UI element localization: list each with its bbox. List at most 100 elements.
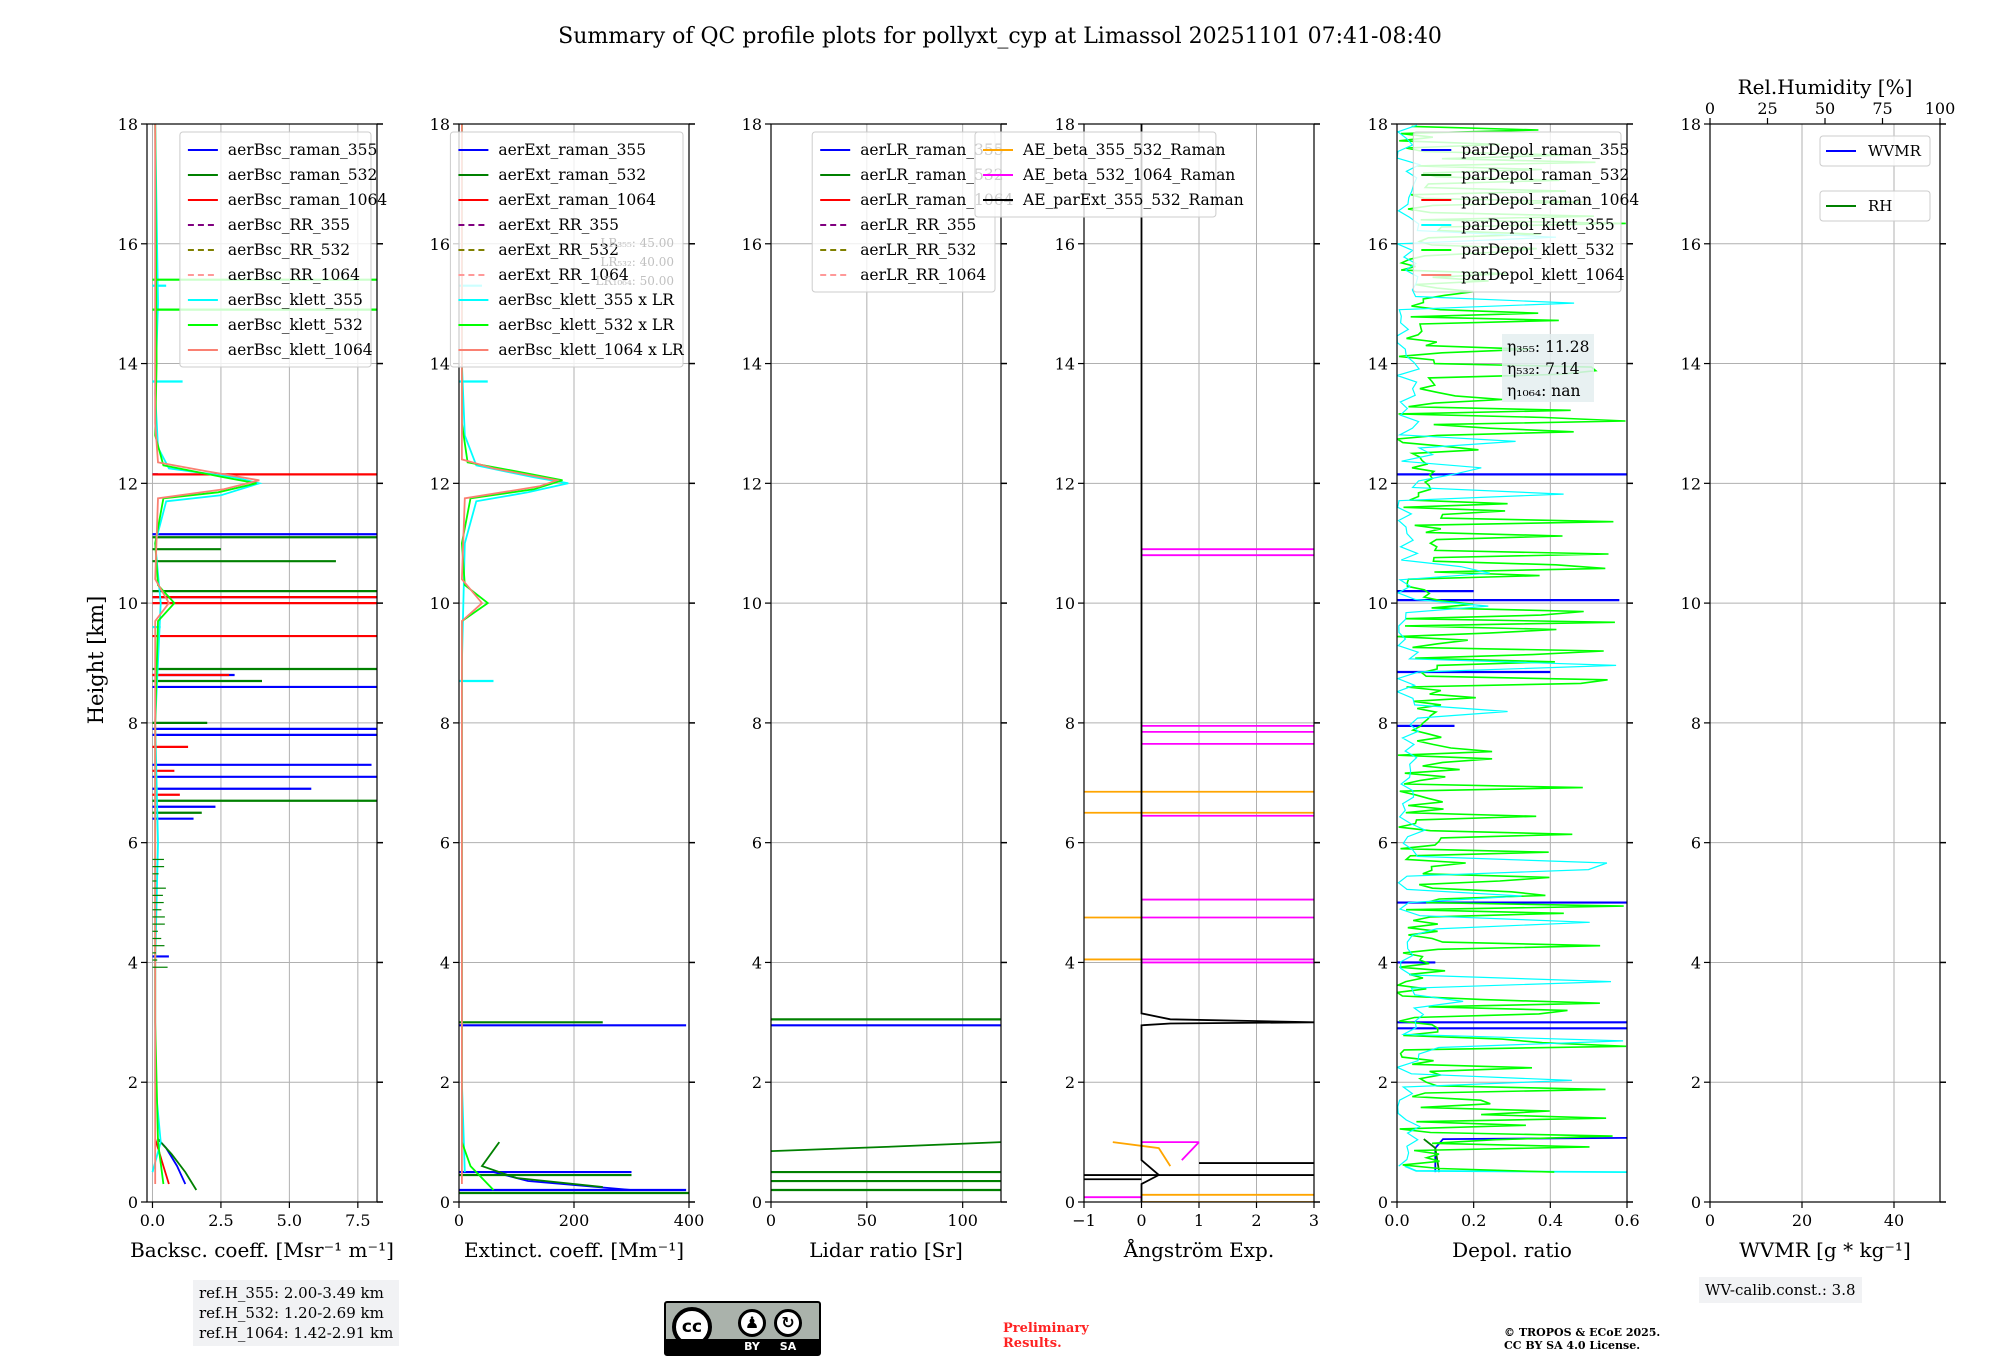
- y-tick-label: 2: [1065, 1073, 1075, 1092]
- legend-label: aerExt_raman_1064: [498, 191, 656, 209]
- x-tick-label: 200: [559, 1211, 590, 1230]
- y-tick-label: 14: [118, 355, 138, 374]
- legend-label: parDepol_raman_1064: [1461, 191, 1639, 209]
- legend-label: aerExt_RR_355: [498, 216, 619, 234]
- series-AE_parExt_355_532_Raman: [1140, 124, 1314, 1202]
- top-x-tick-label: 0: [1705, 99, 1715, 118]
- x-tick-label: 0.6: [1614, 1211, 1639, 1230]
- y-tick-label: 4: [1378, 953, 1388, 972]
- plot-area-depol: [1397, 124, 1627, 1173]
- series-parDepol_raman_355: [1434, 1137, 1627, 1173]
- y-tick-label: 8: [128, 714, 138, 733]
- top-x-tick-label: 50: [1815, 99, 1835, 118]
- legend-label: RH: [1868, 197, 1892, 215]
- x-axis-label-lr: Lidar ratio [Sr]: [809, 1238, 963, 1262]
- y-tick-label: 16: [1368, 235, 1388, 254]
- lr-label: LR₁₀₆₄: 50.00: [596, 274, 674, 288]
- top-axis-label: Rel.Humidity [%]: [1738, 75, 1913, 99]
- legend-label: AE_beta_355_532_Raman: [1022, 141, 1225, 159]
- legend-label: aerLR_RR_355: [860, 216, 976, 234]
- y-tick-label: 8: [1065, 714, 1075, 733]
- copyright-line-1: © TROPOS & ECoE 2025.: [1504, 1326, 1661, 1339]
- y-tick-label: 6: [1691, 834, 1701, 853]
- legend-label: aerLR_raman_355: [860, 141, 1003, 159]
- x-tick-label: 0.2: [1461, 1211, 1486, 1230]
- y-tick-label: 12: [118, 474, 138, 493]
- legend-label: aerLR_RR_1064: [860, 266, 986, 284]
- legend-box: [974, 131, 1217, 218]
- plot-area-ext: [459, 124, 689, 1195]
- y-tick-label: 12: [1368, 474, 1388, 493]
- y-tick-label: 14: [1681, 355, 1701, 374]
- series-aerBsc_klett_1064: [154, 124, 260, 1184]
- preliminary-line-1: Preliminary: [1003, 1321, 1089, 1336]
- eta-label: η₁₀₆₄: nan: [1507, 382, 1581, 400]
- y-tick-label: 16: [1055, 235, 1075, 254]
- series-parDepol_klett_355: [1404, 1165, 1627, 1173]
- y-tick-label: 0: [1691, 1193, 1701, 1212]
- axes-frame: [1396, 123, 1628, 1203]
- y-tick-label: 0: [1065, 1193, 1075, 1212]
- axes-frame: [1709, 123, 1941, 1203]
- legend-label: aerBsc_klett_1064 x LR: [498, 341, 685, 359]
- y-tick-label: 18: [742, 115, 762, 134]
- legend-label: aerBsc_klett_532 x LR: [498, 316, 675, 334]
- copyright-note: © TROPOS & ECoE 2025. CC BY SA 4.0 Licen…: [1504, 1326, 1660, 1352]
- y-tick-label: 2: [752, 1073, 762, 1092]
- y-tick-label: 12: [1055, 474, 1075, 493]
- x-tick-label: 20: [1792, 1211, 1812, 1230]
- legend-label: WVMR: [1868, 142, 1922, 160]
- legend-label: aerBsc_klett_355 x LR: [498, 291, 675, 309]
- y-tick-label: 14: [1368, 355, 1388, 374]
- legend-box: [1819, 135, 1931, 167]
- y-tick-label: 16: [742, 235, 762, 254]
- sa-share-icon: ↻: [774, 1309, 802, 1337]
- legend-label: AE_parExt_355_532_Raman: [1022, 191, 1244, 209]
- x-tick-label: 0: [1136, 1211, 1146, 1230]
- y-tick-label: 8: [440, 714, 450, 733]
- y-axis-label: Height [km]: [84, 596, 108, 725]
- x-tick-label: −1: [1072, 1211, 1096, 1230]
- lr-label: LR₃₅₅: 45.00: [600, 236, 674, 250]
- series-parDepol_raman_532: [1423, 1138, 1441, 1173]
- y-tick-label: 14: [1055, 355, 1075, 374]
- y-tick-label: 0: [1378, 1193, 1388, 1212]
- x-tick-label: 0.4: [1538, 1211, 1563, 1230]
- y-tick-label: 14: [430, 355, 450, 374]
- series-aerLR_raman_532: [771, 1141, 1001, 1152]
- y-tick-label: 4: [440, 953, 450, 972]
- series-AE_beta_532_1064_Raman: [1181, 1141, 1200, 1161]
- x-tick-label: 3: [1309, 1211, 1319, 1230]
- x-axis-label-wv: WVMR [g * kg⁻¹]: [1739, 1238, 1911, 1262]
- axes-frame: [770, 123, 1002, 1203]
- panel-ext: 0 2 4 6 8 10 12 14 16 18 0 200 400 Extinct. coeff. [M…: [430, 115, 705, 1262]
- x-axis-label-ext: Extinct. coeff. [Mm⁻¹]: [464, 1238, 684, 1262]
- y-tick-label: 12: [430, 474, 450, 493]
- legend-label: aerBsc_raman_1064: [228, 191, 388, 209]
- x-tick-label: 100: [947, 1211, 978, 1230]
- ref-height-1064: ref.H_1064: 1.42-2.91 km: [199, 1324, 394, 1342]
- y-tick-label: 14: [742, 355, 762, 374]
- y-tick-label: 12: [1681, 474, 1701, 493]
- legend-label: aerExt_RR_1064: [498, 266, 629, 284]
- x-tick-label: 0.0: [1384, 1211, 1409, 1230]
- legend-label: aerBsc_klett_1064: [228, 341, 373, 359]
- legend-label: parDepol_raman_355: [1461, 141, 1629, 159]
- y-tick-label: 16: [1681, 235, 1701, 254]
- ref-heights-box: ref.H_355: 2.00-3.49 km ref.H_532: 1.20-…: [193, 1280, 400, 1346]
- y-tick-label: 6: [752, 834, 762, 853]
- x-tick-label: 0: [766, 1211, 776, 1230]
- cc-license-badge: cc ♟ ↻ BY SA: [664, 1301, 821, 1356]
- y-tick-label: 10: [118, 594, 138, 613]
- preliminary-line-2: Results.: [1003, 1336, 1062, 1351]
- x-axis-label-ae: Ångström Exp.: [1123, 1237, 1274, 1262]
- y-tick-label: 4: [1065, 953, 1075, 972]
- x-tick-label: 7.5: [345, 1211, 370, 1230]
- panel-bsc: 0 2 4 6 8 10 12 14 16 18 0.0 2.5 5.0 7.5 Backsc. coeff…: [118, 115, 394, 1262]
- legend-label: aerExt_RR_532: [498, 241, 619, 259]
- legend-label: parDepol_klett_1064: [1461, 266, 1624, 284]
- x-tick-label: 50: [857, 1211, 877, 1230]
- y-tick-label: 0: [128, 1193, 138, 1212]
- y-tick-label: 8: [1691, 714, 1701, 733]
- legend-box: [449, 131, 684, 368]
